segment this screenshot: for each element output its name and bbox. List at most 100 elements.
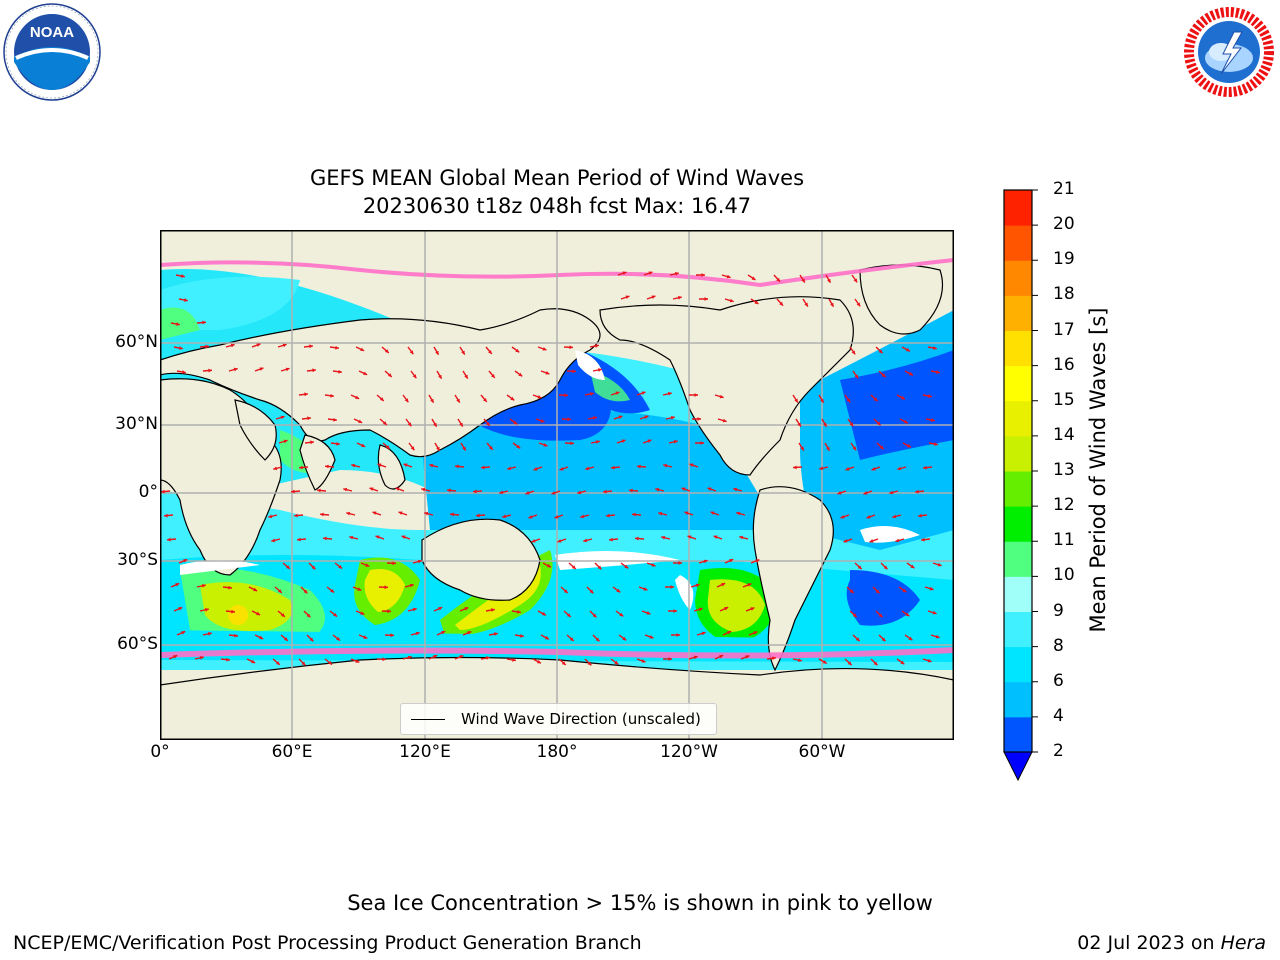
noaa-logo: NOAA bbox=[2, 2, 102, 102]
wind-arrow-head bbox=[693, 655, 698, 660]
wind-arrow-head bbox=[228, 585, 232, 590]
wind-arrow-head bbox=[871, 467, 876, 471]
lon-label: 180° bbox=[536, 742, 578, 762]
footer-date-text: 02 Jul 2023 on bbox=[1077, 932, 1221, 954]
wind-arrow-head bbox=[542, 347, 547, 351]
wind-arrow-head bbox=[580, 514, 585, 519]
wind-arrow-head bbox=[433, 654, 438, 659]
wind-arrow-head bbox=[754, 300, 759, 304]
wind-arrow-head bbox=[333, 417, 337, 422]
wind-arrow-head bbox=[280, 613, 285, 617]
wind-arrow-head bbox=[843, 538, 848, 543]
lat-label: 60°N bbox=[115, 332, 158, 352]
wind-arrow-head bbox=[719, 394, 724, 399]
wind-arrow-head bbox=[866, 515, 871, 519]
wind-arrow-head bbox=[304, 392, 308, 397]
wind-arrow-head bbox=[684, 511, 689, 516]
wind-arrow-head bbox=[309, 344, 313, 349]
wind-arrow-head bbox=[889, 490, 894, 495]
wind-arrow-head bbox=[435, 350, 439, 355]
colorbar-segment bbox=[1004, 365, 1032, 402]
wind-arrow-head bbox=[433, 422, 437, 427]
wind-arrow-head bbox=[830, 302, 834, 307]
wind-arrow-head bbox=[351, 463, 356, 468]
wind-arrow-head bbox=[557, 539, 562, 543]
colorbar-tick-label: 14 bbox=[1053, 424, 1075, 445]
wind-arrow-head bbox=[387, 373, 392, 377]
wind-arrow-head bbox=[804, 302, 808, 307]
wind-arrow-head bbox=[772, 656, 776, 661]
wind-arrow-head bbox=[294, 513, 298, 518]
wind-arrow-head bbox=[226, 657, 230, 662]
wind-arrow-head bbox=[398, 511, 403, 515]
colorbar-tick-label: 9 bbox=[1053, 600, 1064, 621]
wind-arrow-head bbox=[883, 565, 888, 570]
wind-arrow-head bbox=[312, 368, 316, 373]
wind-arrow-head bbox=[183, 559, 188, 563]
wind-arrow-head bbox=[554, 515, 559, 519]
wind-arrow-head bbox=[390, 633, 394, 638]
wind-arrow-head bbox=[661, 535, 666, 540]
wind-arrow-head bbox=[853, 278, 858, 283]
wind-arrow-head bbox=[648, 271, 653, 275]
wind-arrow-head bbox=[333, 612, 338, 617]
wind-arrow-head bbox=[382, 421, 387, 425]
wind-arrow-head bbox=[747, 583, 752, 587]
map-frame bbox=[160, 230, 954, 740]
wind-arrow-head bbox=[303, 589, 308, 594]
wind-arrow-head bbox=[851, 350, 856, 355]
wind-arrow-head bbox=[181, 631, 186, 635]
wind-arrow-head bbox=[678, 561, 682, 565]
colorbar-segment bbox=[1004, 330, 1032, 367]
wind-arrow-head bbox=[585, 466, 590, 471]
wind-arrow-head bbox=[528, 514, 533, 519]
wind-arrow-head bbox=[518, 372, 523, 377]
nws-logo bbox=[1179, 2, 1279, 102]
wind-arrow-head bbox=[537, 395, 542, 399]
wind-arrow-head bbox=[473, 489, 477, 494]
wind-arrow-head bbox=[937, 562, 942, 567]
wind-arrow-head bbox=[846, 398, 851, 403]
wind-arrow-head bbox=[438, 606, 443, 611]
wind-arrow-head bbox=[375, 535, 380, 539]
legend-line bbox=[411, 718, 445, 720]
wind-arrow-head bbox=[931, 418, 935, 422]
wind-arrow-head bbox=[476, 513, 480, 518]
wind-arrow-head bbox=[280, 415, 285, 420]
colorbar-segment bbox=[1004, 576, 1032, 612]
wind-arrow-head bbox=[698, 607, 703, 612]
wind-arrow-head bbox=[491, 608, 495, 612]
wind-arrow-head bbox=[595, 637, 600, 642]
colorbar-tick-label: 8 bbox=[1053, 635, 1064, 656]
wind-arrow-head bbox=[703, 559, 708, 564]
wind-arrow-head bbox=[651, 563, 656, 567]
wind-arrow-head bbox=[363, 371, 368, 376]
wind-arrow-head bbox=[164, 513, 168, 518]
wind-arrow-head bbox=[285, 565, 290, 569]
wind-arrow-head bbox=[733, 487, 738, 492]
wind-arrow-head bbox=[338, 369, 342, 374]
map-legend: Wind Wave Direction (unscaled) bbox=[400, 703, 717, 735]
wind-arrow-head bbox=[283, 439, 288, 444]
wind-arrow-head bbox=[875, 589, 880, 594]
wind-arrow-head bbox=[603, 489, 607, 494]
wind-arrow-head bbox=[736, 511, 741, 516]
wind-arrow-head bbox=[310, 440, 314, 445]
wind-arrow-head bbox=[382, 657, 386, 662]
wind-arrow-head bbox=[863, 491, 868, 495]
colorbar-segment bbox=[1004, 400, 1032, 437]
wind-arrow-head bbox=[897, 466, 902, 471]
colorbar-tick-label: 10 bbox=[1053, 565, 1075, 586]
wind-arrow-head bbox=[900, 660, 905, 665]
wind-arrow-head bbox=[328, 660, 333, 665]
wind-arrow-head bbox=[456, 398, 460, 403]
colorbar-tick-label: 17 bbox=[1053, 319, 1075, 340]
wind-arrow-head bbox=[551, 491, 556, 495]
wind-arrow-head bbox=[819, 466, 824, 471]
wind-arrow-head bbox=[798, 658, 802, 662]
wind-arrow-head bbox=[459, 655, 464, 659]
wind-arrow-head bbox=[681, 487, 686, 492]
wind-arrow-head bbox=[297, 537, 301, 542]
wind-arrow-head bbox=[793, 465, 797, 470]
wind-arrow-head bbox=[729, 558, 734, 563]
